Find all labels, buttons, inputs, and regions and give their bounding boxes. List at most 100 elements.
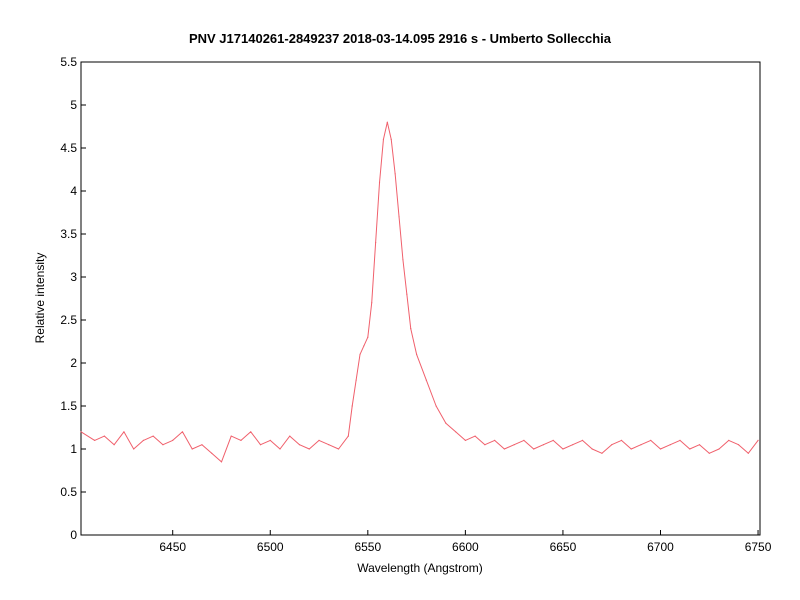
spectrum-point — [318, 439, 320, 441]
spectrum-point — [347, 435, 349, 437]
spectrum-point — [359, 353, 361, 355]
spectrum-point — [152, 435, 154, 437]
spectrum-point — [259, 444, 262, 446]
y-tick-label: 2.5 — [60, 313, 77, 327]
spectrum-point — [80, 431, 82, 433]
x-tick-label: 6500 — [257, 540, 284, 554]
spectrum-point — [494, 439, 496, 441]
spectrum-layer — [80, 121, 759, 463]
spectrum-point — [630, 448, 632, 450]
spectrum-point — [355, 379, 357, 381]
spectrum-point — [351, 405, 353, 407]
y-tick-label: 0.5 — [60, 485, 77, 499]
y-tick-label: 0 — [70, 528, 77, 542]
spectrum-point — [142, 439, 145, 441]
spectrum-point — [328, 444, 330, 446]
spectrum-point — [289, 435, 291, 437]
spectrum-point — [503, 448, 505, 450]
spectrum-point — [425, 379, 427, 381]
y-tick-label: 2 — [70, 356, 77, 370]
chart-title: PNV J17140261-2849237 2018-03-14.095 291… — [189, 31, 612, 46]
spectrum-point — [445, 422, 447, 424]
spectrum-point — [513, 444, 515, 446]
spectrum-point — [416, 353, 418, 355]
spectrum-point — [94, 439, 96, 441]
spectrum-point — [611, 444, 613, 446]
spectrum-point — [650, 439, 652, 441]
x-axis: 6450 6500 6550 6600 6650 6700 6750 — [159, 530, 772, 554]
spectrum-point — [201, 444, 203, 446]
spectrum-point — [367, 336, 369, 338]
spectrum-point — [230, 435, 232, 437]
y-tick-label: 4 — [70, 184, 77, 198]
spectrum-point — [375, 242, 377, 244]
spectrum-point — [474, 435, 476, 437]
spectrum-point — [435, 405, 437, 407]
spectrum-point — [601, 452, 603, 454]
y-tick-label: 5 — [70, 98, 77, 112]
spectrum-point — [308, 448, 310, 450]
spectrum-point — [371, 302, 373, 304]
spectrum-point — [394, 173, 396, 175]
spectrum-point — [689, 448, 691, 450]
spectrum-point — [533, 448, 535, 450]
spectrum-point — [240, 439, 242, 441]
spectrum-point — [133, 448, 135, 450]
spectrum-point — [455, 431, 457, 433]
x-tick-label: 6700 — [647, 540, 674, 554]
spectrum-point — [718, 448, 720, 450]
spectrum-point — [402, 259, 404, 261]
spectrum-point — [363, 345, 365, 347]
y-tick-label: 4.5 — [60, 141, 77, 155]
spectrum-point — [250, 431, 252, 433]
spectrum-point — [220, 461, 223, 463]
spectrum-point — [398, 216, 400, 218]
spectrum-point — [464, 439, 466, 441]
spectrum-point — [386, 121, 388, 123]
spectrum-point — [337, 448, 340, 450]
y-axis: 0 0.5 1 1.5 2 2.5 3 3.5 4 4.5 5 5.5 — [60, 55, 86, 542]
spectrum-point — [669, 444, 671, 446]
spectrum-point — [562, 448, 564, 450]
spectrum-point — [737, 444, 740, 446]
plot-area — [80, 61, 761, 536]
y-axis-label: Relative intensity — [33, 253, 47, 344]
spectrum-point — [728, 439, 730, 441]
spectrum-point — [181, 431, 184, 433]
spectrum-point — [640, 444, 642, 446]
spectrum-point — [269, 439, 271, 441]
x-tick-label: 6550 — [354, 540, 381, 554]
x-axis-label: Wavelength (Angstrom) — [357, 561, 483, 575]
spectrum-point — [591, 448, 593, 450]
spectrum-point — [523, 439, 525, 441]
spectrum-point — [279, 448, 281, 450]
spectrum-point — [298, 444, 301, 446]
spectrum-point — [390, 138, 392, 140]
spectrum-point — [708, 452, 710, 454]
spectrum-point — [484, 444, 486, 446]
spectrum-point — [406, 293, 408, 295]
spectrum-point — [172, 439, 174, 441]
spectrum-point — [620, 439, 623, 441]
spectrum-point — [659, 448, 662, 450]
spectrum-point — [757, 439, 759, 441]
spectrum-point — [113, 444, 115, 446]
x-tick-label: 6450 — [159, 540, 186, 554]
y-tick-label: 1 — [70, 442, 77, 456]
spectrum-point — [378, 181, 381, 183]
spectrum-point — [542, 444, 545, 446]
y-tick-label: 5.5 — [60, 55, 77, 69]
spectrum-point — [382, 138, 385, 140]
x-tick-label: 6600 — [452, 540, 479, 554]
spectrum-point — [103, 435, 106, 437]
spectrum-point — [679, 439, 681, 441]
y-tick-label: 1.5 — [60, 399, 77, 413]
y-tick-label: 3 — [70, 270, 77, 284]
spectrum-point — [191, 448, 193, 450]
spectrum-point — [162, 444, 164, 446]
x-tick-label: 6650 — [550, 540, 577, 554]
spectrum-point — [698, 444, 701, 446]
x-tick-label: 6750 — [745, 540, 772, 554]
spectrum-line — [80, 121, 759, 463]
